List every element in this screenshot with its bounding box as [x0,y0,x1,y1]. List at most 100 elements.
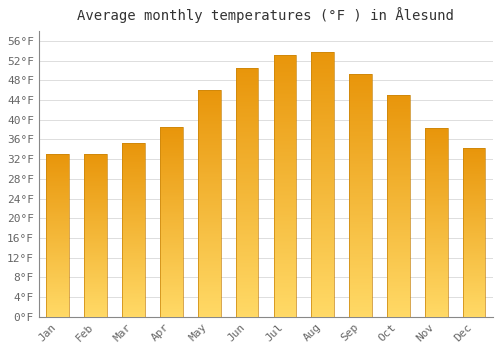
Bar [387,219,410,220]
Bar [274,141,296,142]
Bar [425,242,448,243]
Bar [84,313,107,314]
Bar [349,243,372,244]
Bar [122,164,145,165]
Bar [425,151,448,152]
Bar [274,73,296,74]
Bar [46,180,69,181]
Bar [274,274,296,275]
Bar [84,285,107,286]
Bar [312,244,334,245]
Bar [84,296,107,297]
Bar [387,187,410,188]
Bar [198,216,220,217]
Bar [274,130,296,131]
Bar [236,292,258,293]
Bar [425,213,448,214]
Bar [463,306,485,307]
Bar [46,218,69,219]
Bar [46,311,69,312]
Bar [425,165,448,166]
Bar [349,290,372,291]
Bar [84,286,107,287]
Bar [46,308,69,309]
Bar [387,312,410,314]
Bar [46,227,69,228]
Bar [349,238,372,239]
Bar [160,204,182,205]
Bar [387,293,410,295]
Bar [387,217,410,218]
Bar [160,297,182,298]
Bar [160,281,182,282]
Bar [312,118,334,119]
Bar [425,265,448,266]
Bar [425,181,448,182]
Bar [349,193,372,194]
Bar [349,295,372,296]
Bar [387,310,410,311]
Bar [198,189,220,190]
Bar [198,134,220,135]
Bar [349,125,372,126]
Bar [387,117,410,118]
Bar [312,64,334,65]
Bar [274,166,296,167]
Bar [46,231,69,232]
Bar [425,215,448,216]
Bar [46,194,69,195]
Bar [387,233,410,235]
Bar [198,286,220,287]
Bar [312,215,334,216]
Bar [463,275,485,276]
Bar [236,116,258,117]
Bar [198,257,220,258]
Bar [387,146,410,147]
Bar [198,182,220,183]
Bar [349,87,372,89]
Bar [387,211,410,212]
Bar [122,162,145,163]
Bar [312,158,334,159]
Bar [122,223,145,224]
Bar [425,230,448,231]
Bar [160,234,182,235]
Bar [122,156,145,157]
Bar [122,277,145,278]
Bar [349,220,372,221]
Bar [236,181,258,183]
Bar [46,186,69,187]
Bar [425,140,448,141]
Bar [84,271,107,272]
Bar [349,194,372,195]
Bar [387,132,410,133]
Bar [349,147,372,148]
Bar [46,217,69,218]
Bar [198,293,220,294]
Bar [84,251,107,252]
Bar [312,99,334,101]
Bar [122,269,145,270]
Bar [463,205,485,206]
Bar [198,132,220,133]
Bar [160,309,182,310]
Bar [312,125,334,126]
Bar [122,183,145,184]
Bar [387,297,410,298]
Bar [84,312,107,313]
Bar [46,290,69,291]
Bar [349,259,372,260]
Bar [122,168,145,169]
Bar [122,237,145,238]
Bar [387,270,410,271]
Bar [349,113,372,114]
Bar [198,176,220,177]
Bar [463,212,485,213]
Bar [236,176,258,178]
Bar [387,157,410,158]
Bar [198,242,220,243]
Bar [236,272,258,273]
Bar [84,244,107,245]
Bar [312,150,334,151]
Bar [236,98,258,99]
